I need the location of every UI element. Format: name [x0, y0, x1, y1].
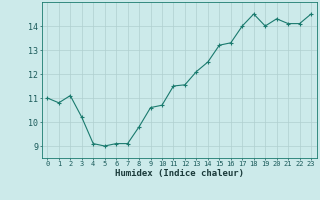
X-axis label: Humidex (Indice chaleur): Humidex (Indice chaleur) [115, 169, 244, 178]
